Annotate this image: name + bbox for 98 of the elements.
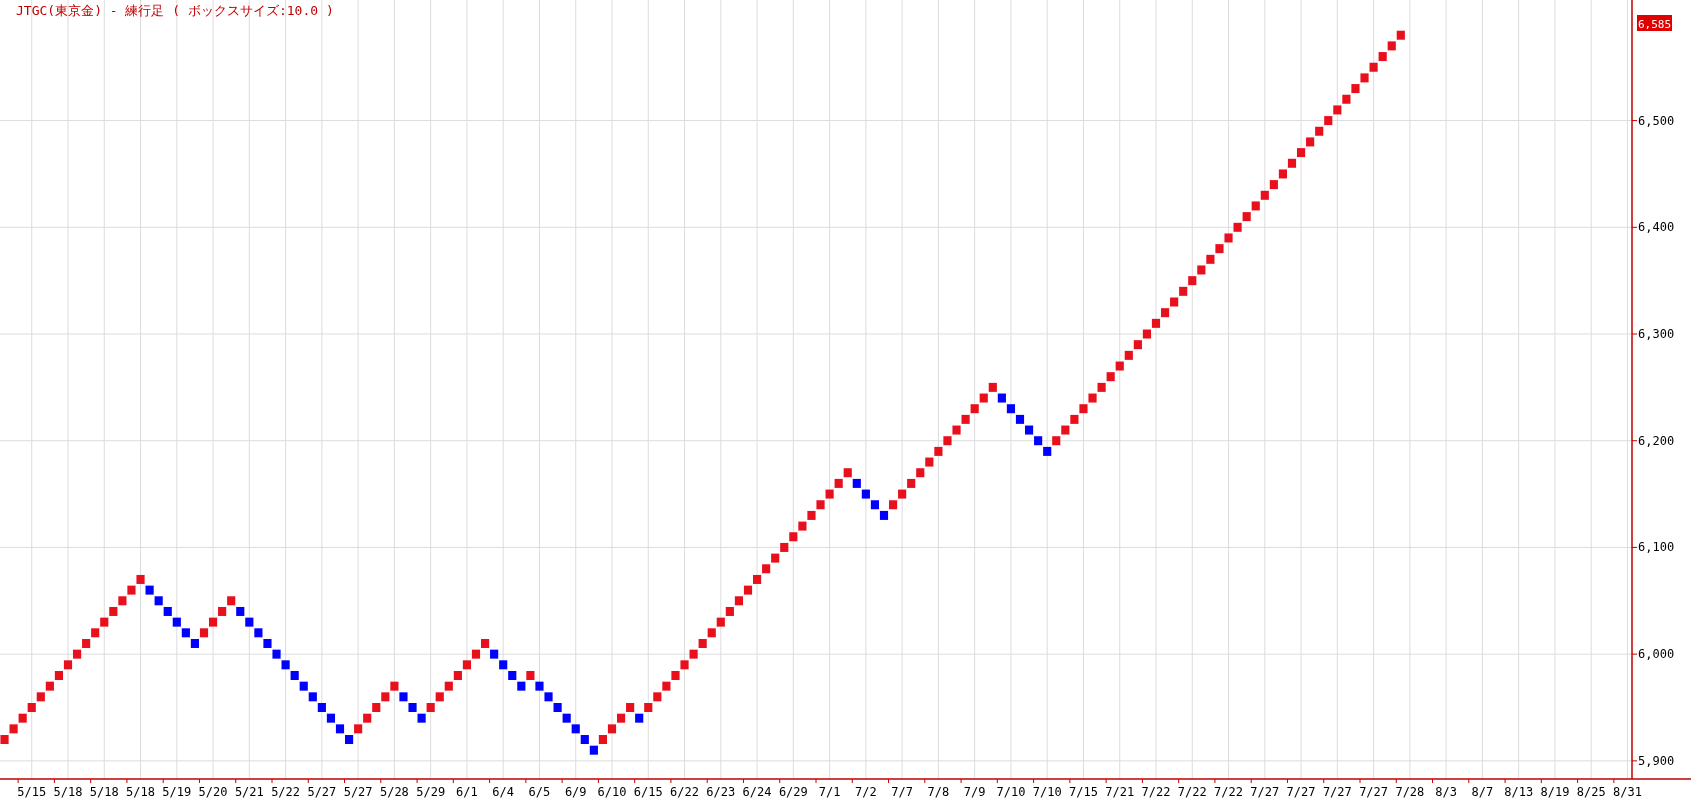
point [236, 606, 245, 616]
y-tick-label: 6,200 [1638, 433, 1675, 448]
x-tick-label: 7/10 [1032, 785, 1062, 799]
x-tick-label: 5/18 [126, 785, 155, 799]
point [1006, 404, 1016, 414]
y-tick-label: 6,100 [1638, 540, 1675, 555]
x-tick-label: 6/22 [670, 785, 699, 799]
x-tick-label: 5/27 [307, 785, 337, 799]
x-tick-label: 7/10 [996, 785, 1026, 799]
x-tick-label: 5/15 [17, 785, 47, 799]
point [508, 670, 517, 680]
x-tick-label: 7/15 [1069, 785, 1098, 799]
point [326, 713, 336, 723]
point [190, 638, 200, 648]
x-tick-label: 5/19 [162, 785, 192, 799]
x-tick-label: 5/27 [343, 785, 373, 799]
point [417, 713, 426, 723]
x-tick-label: 5/28 [379, 785, 409, 799]
x-tick-label: 5/18 [89, 785, 119, 799]
point [589, 745, 598, 755]
point [245, 617, 254, 627]
x-tick-label: 5/21 [234, 785, 264, 799]
point [517, 681, 526, 691]
x-tick-label: 8/13 [1504, 785, 1534, 799]
point [535, 681, 544, 691]
point [852, 478, 861, 488]
x-tick-label: 7/8 [927, 785, 950, 799]
x-tick-label: 8/7 [1471, 785, 1494, 799]
point [145, 585, 154, 595]
x-tick-label: 7/9 [963, 785, 986, 799]
x-tick-label: 6/4 [492, 785, 515, 799]
x-tick-label: 7/27 [1286, 785, 1316, 799]
x-tick-label: 7/22 [1177, 785, 1207, 799]
x-tick-label: 7/27 [1250, 785, 1280, 799]
point [154, 596, 163, 606]
point [317, 703, 326, 712]
x-tick-label: 7/27 [1322, 785, 1352, 799]
x-tick-label: 6/24 [742, 785, 772, 799]
x-tick-label: 7/22 [1214, 785, 1243, 799]
point [1034, 436, 1043, 446]
point [290, 670, 299, 680]
point [254, 628, 263, 638]
y-tick-label: 6,300 [1638, 327, 1675, 342]
point [571, 724, 580, 734]
x-tick-label: 8/31 [1613, 785, 1642, 799]
x-tick-label: 7/21 [1105, 785, 1135, 799]
point [272, 649, 281, 659]
point [344, 735, 354, 745]
x-tick-label: 7/27 [1359, 785, 1389, 799]
point [181, 628, 190, 638]
x-tick-label: 7/2 [855, 785, 877, 799]
x-tick-label: 6/23 [706, 785, 736, 799]
point [1015, 414, 1025, 424]
point [1043, 446, 1052, 456]
point [1024, 425, 1034, 435]
point [997, 393, 1006, 403]
point [499, 660, 508, 670]
text: 6,585 [1637, 18, 1672, 31]
x-tick-label: 7/28 [1395, 785, 1425, 799]
x-tick-label: 5/22 [271, 785, 301, 799]
point [544, 692, 553, 702]
point [861, 489, 870, 499]
y-tick-label: 5,900 [1638, 753, 1675, 768]
x-tick-label: 6/29 [778, 785, 808, 799]
x-tick-label: 5/29 [416, 785, 446, 799]
point [879, 510, 889, 520]
point [299, 681, 308, 691]
point [172, 617, 181, 627]
y-tick-label: 6,400 [1638, 220, 1675, 235]
x-tick-label: 6/9 [564, 785, 587, 799]
x-tick-label: 6/15 [633, 785, 663, 799]
point [635, 713, 644, 723]
point [870, 500, 880, 510]
point [490, 649, 499, 659]
point [335, 724, 345, 734]
point [163, 606, 172, 616]
chart-title: JTGC(東京金) - 練行足 ( ボックスサイズ:10.0 ) [16, 3, 334, 18]
point [562, 713, 571, 723]
x-tick-label: 7/1 [818, 785, 841, 799]
y-tick-label: 6,000 [1638, 647, 1675, 662]
x-tick-label: 7/22 [1141, 785, 1171, 799]
point [553, 703, 562, 712]
x-tick-label: 8/19 [1540, 785, 1570, 799]
x-tick-label: 6/1 [456, 785, 478, 799]
x-tick-label: 8/25 [1576, 785, 1606, 799]
x-tick-label: 5/18 [53, 785, 83, 799]
x-tick-label: 6/5 [528, 785, 551, 799]
point [408, 703, 417, 712]
point [263, 638, 272, 648]
x-tick-label: 8/3 [1435, 785, 1457, 799]
point [308, 692, 317, 702]
x-tick-label: 6/10 [597, 785, 627, 799]
x-tick-label: 5/20 [198, 785, 228, 799]
y-tick-label: 6,500 [1638, 113, 1675, 128]
point [399, 692, 408, 702]
x-tick-label: 7/7 [891, 785, 913, 799]
point [281, 660, 290, 670]
point [580, 735, 589, 745]
